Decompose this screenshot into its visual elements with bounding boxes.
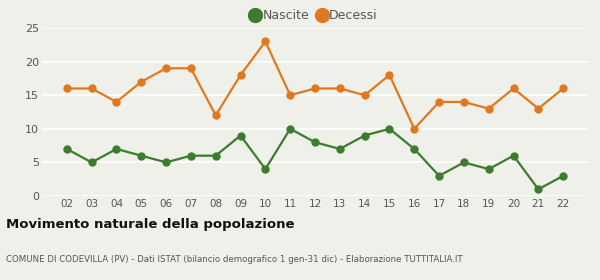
Nascite (212, 154, 220, 157)
Nascite (485, 167, 493, 171)
Text: COMUNE DI CODEVILLA (PV) - Dati ISTAT (bilancio demografico 1 gen-31 dic) - Elab: COMUNE DI CODEVILLA (PV) - Dati ISTAT (b… (6, 255, 463, 264)
Nascite (510, 154, 517, 157)
Decessi (237, 73, 244, 77)
Nascite (113, 147, 120, 151)
Nascite (460, 161, 467, 164)
Nascite (287, 127, 294, 130)
Decessi (510, 87, 517, 90)
Decessi (336, 87, 343, 90)
Decessi (361, 94, 368, 97)
Decessi (88, 87, 95, 90)
Decessi (187, 67, 194, 70)
Legend: Nascite, Decessi: Nascite, Decessi (247, 4, 383, 27)
Nascite (237, 134, 244, 137)
Nascite (336, 147, 343, 151)
Decessi (460, 100, 467, 104)
Decessi (113, 100, 120, 104)
Decessi (436, 100, 443, 104)
Nascite (410, 147, 418, 151)
Decessi (386, 73, 393, 77)
Decessi (311, 87, 319, 90)
Nascite (262, 167, 269, 171)
Decessi (485, 107, 493, 110)
Nascite (436, 174, 443, 178)
Decessi (535, 107, 542, 110)
Line: Decessi: Decessi (64, 38, 566, 132)
Nascite (535, 188, 542, 191)
Nascite (88, 161, 95, 164)
Decessi (212, 114, 220, 117)
Decessi (560, 87, 567, 90)
Nascite (560, 174, 567, 178)
Nascite (361, 134, 368, 137)
Nascite (63, 147, 70, 151)
Text: Movimento naturale della popolazione: Movimento naturale della popolazione (6, 218, 295, 231)
Decessi (137, 80, 145, 83)
Decessi (287, 94, 294, 97)
Nascite (163, 161, 170, 164)
Nascite (137, 154, 145, 157)
Decessi (63, 87, 70, 90)
Decessi (163, 67, 170, 70)
Decessi (262, 40, 269, 43)
Nascite (311, 141, 319, 144)
Line: Nascite: Nascite (64, 125, 566, 193)
Nascite (386, 127, 393, 130)
Nascite (187, 154, 194, 157)
Decessi (410, 127, 418, 130)
